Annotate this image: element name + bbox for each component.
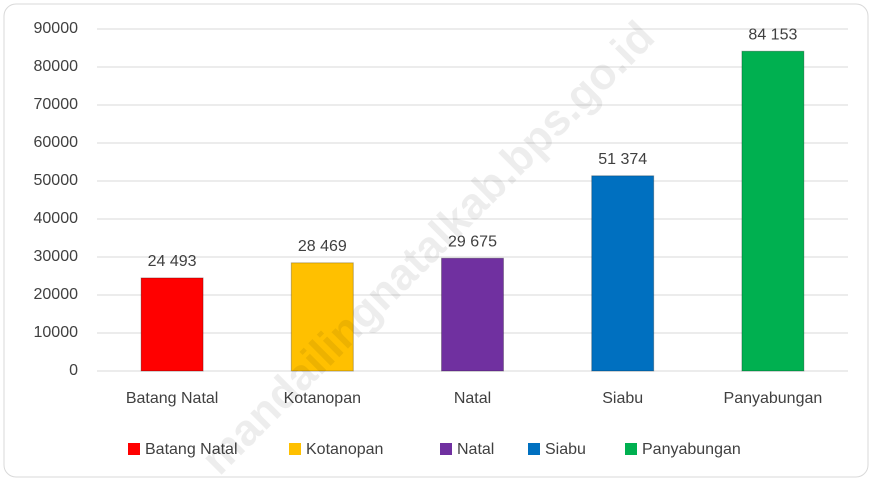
data-label: 28 469 [298, 238, 347, 255]
y-tick-label: 0 [69, 362, 78, 379]
legend-swatch [528, 443, 540, 455]
bar [290, 262, 354, 372]
x-tick-label: Natal [454, 390, 491, 407]
data-label: 51 374 [598, 151, 647, 168]
x-tick-label: Kotanopan [284, 390, 361, 407]
y-tick-label: 50000 [34, 172, 79, 189]
legend-label: Natal [457, 441, 494, 458]
y-tick-label: 40000 [34, 210, 79, 227]
x-tick-label: Batang Natal [126, 390, 219, 407]
y-tick-label: 10000 [34, 324, 79, 341]
y-tick-label: 30000 [34, 248, 79, 265]
y-tick-label: 20000 [34, 286, 79, 303]
data-label: 84 153 [748, 26, 797, 43]
legend-swatch [289, 443, 301, 455]
y-tick-label: 90000 [34, 20, 79, 37]
data-label: 24 493 [148, 253, 197, 270]
data-label: 29 675 [448, 233, 497, 250]
bar [741, 50, 805, 372]
legend-label: Kotanopan [306, 441, 383, 458]
legend-swatch [128, 443, 140, 455]
x-tick-label: Panyabungan [724, 390, 823, 407]
bar [441, 257, 504, 372]
y-tick-label: 60000 [34, 134, 79, 151]
x-tick-label: Siabu [602, 390, 643, 407]
bar [140, 277, 204, 372]
bar [591, 175, 655, 372]
y-tick-label: 80000 [34, 58, 79, 75]
legend-swatch [625, 443, 637, 455]
legend-label: Batang Natal [145, 441, 238, 458]
legend-label: Panyabungan [642, 441, 741, 458]
y-tick-label: 70000 [34, 96, 79, 113]
legend-label: Siabu [545, 441, 586, 458]
legend-swatch [440, 443, 452, 455]
